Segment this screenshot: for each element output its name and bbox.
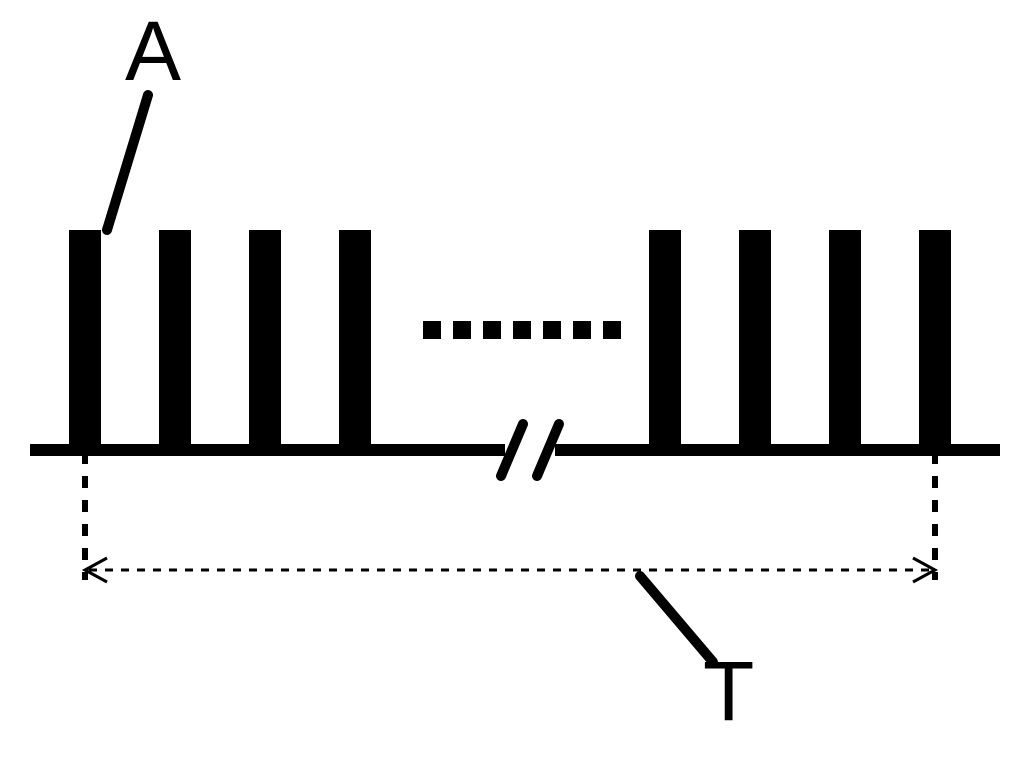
ellipsis-dot	[573, 321, 591, 339]
ellipsis-dot	[603, 321, 621, 339]
pulse-bar	[739, 230, 771, 450]
pulse-bar	[339, 230, 371, 450]
label-a: A	[125, 4, 181, 98]
pulse-bar	[249, 230, 281, 450]
pulse-bar	[69, 230, 101, 450]
ellipsis-dot	[513, 321, 531, 339]
pulse-bar	[159, 230, 191, 450]
ellipsis-dot	[423, 321, 441, 339]
ellipsis-dot	[483, 321, 501, 339]
pulse-bar	[919, 230, 951, 450]
ellipsis-dot	[543, 321, 561, 339]
pulse-bar	[829, 230, 861, 450]
ellipsis-dot	[453, 321, 471, 339]
label-t: T	[703, 644, 754, 738]
pulse-bar	[649, 230, 681, 450]
figure-background	[0, 0, 1033, 759]
